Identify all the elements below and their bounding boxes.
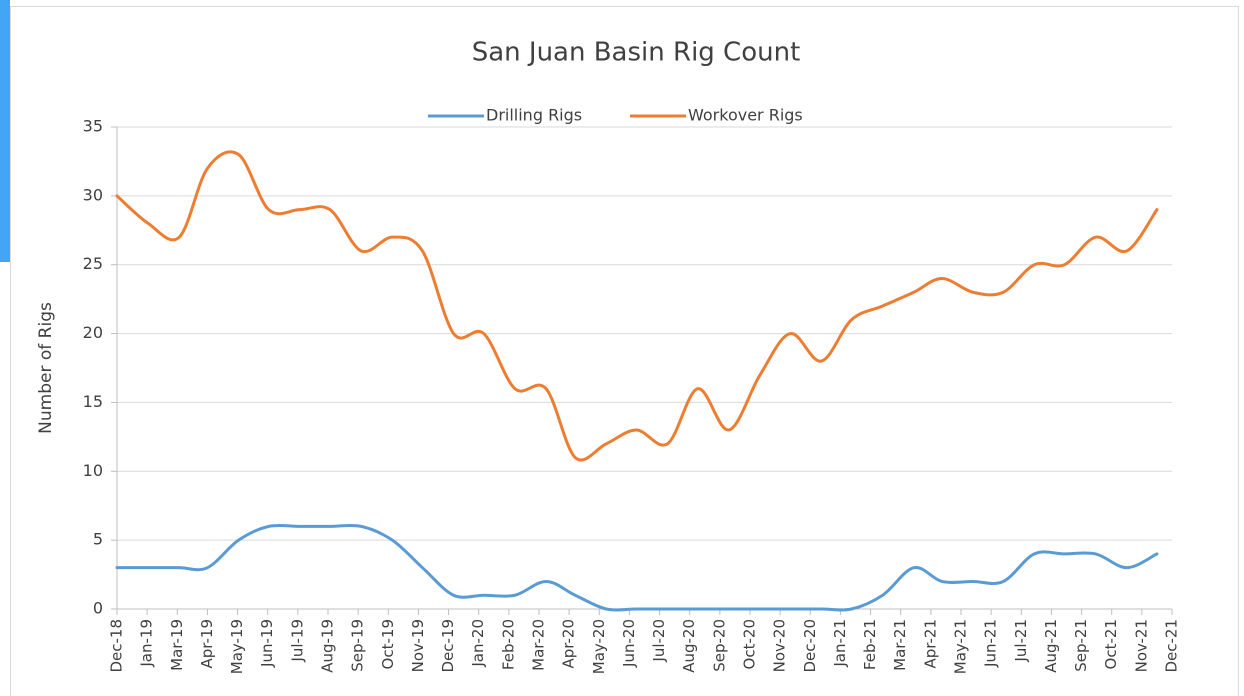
x-tick-label: Apr-21 (921, 619, 939, 669)
x-tick-label: May-19 (228, 619, 246, 674)
x-tick-label: Oct-20 (741, 619, 759, 669)
side-bar (0, 0, 10, 262)
x-tick-label: Nov-19 (409, 619, 427, 672)
y-tick-label: 0 (93, 599, 103, 618)
x-tick-label: Jan-19 (138, 619, 156, 668)
x-tick-label: Dec-20 (801, 619, 819, 673)
y-tick-label: 15 (83, 392, 103, 411)
y-tick-label: 30 (83, 185, 103, 204)
x-tick-label: Feb-20 (499, 619, 517, 670)
x-tick-label: Jun-19 (258, 619, 276, 668)
x-tick-label: May-21 (952, 619, 970, 674)
x-tick-label: Dec-18 (108, 619, 126, 673)
x-tick-label: Nov-21 (1132, 619, 1150, 672)
y-tick-label: 35 (83, 117, 103, 136)
x-tick-label: Feb-21 (861, 619, 879, 670)
series-line (115, 523, 1159, 612)
x-tick-label: Aug-19 (319, 619, 337, 673)
x-tick-label: Oct-21 (1102, 619, 1120, 669)
x-tick-label: Aug-21 (1042, 619, 1060, 673)
y-tick-label: 10 (83, 461, 103, 480)
x-tick-label: Jul-21 (1012, 619, 1030, 663)
x-tick-label: Mar-19 (168, 619, 186, 671)
x-tick-label: Dec-21 (1163, 619, 1181, 673)
y-axis-label: Number of Rigs (36, 302, 56, 434)
legend-label: Workover Rigs (688, 106, 803, 125)
x-tick-label: Dec-19 (439, 619, 457, 673)
legend-label: Drilling Rigs (486, 106, 582, 125)
x-tick-label: Mar-21 (891, 619, 909, 671)
x-tick-label: Mar-20 (530, 619, 548, 671)
chart-border (10, 6, 1239, 696)
series-line (115, 150, 1159, 462)
chart-title: San Juan Basin Rig Count (472, 38, 801, 68)
x-tick-label: Jul-19 (288, 619, 306, 663)
x-tick-label: Jul-20 (650, 619, 668, 663)
x-tick-label: Sep-20 (710, 619, 728, 672)
x-tick-label: Jun-21 (982, 619, 1000, 668)
y-tick-label: 20 (83, 323, 103, 342)
x-tick-label: Apr-19 (198, 619, 216, 669)
x-tick-label: Jan-21 (831, 619, 849, 668)
x-tick-label: Sep-21 (1072, 619, 1090, 672)
y-tick-label: 5 (93, 530, 103, 549)
x-tick-label: Apr-20 (560, 619, 578, 669)
x-tick-label: Oct-19 (379, 619, 397, 669)
y-tick-label: 25 (83, 254, 103, 273)
x-tick-label: May-20 (590, 619, 608, 674)
x-tick-label: Sep-19 (349, 619, 367, 672)
x-tick-label: Aug-20 (680, 619, 698, 673)
x-tick-label: Jun-20 (620, 619, 638, 668)
x-tick-label: Nov-20 (771, 619, 789, 672)
x-tick-label: Jan-20 (469, 619, 487, 668)
